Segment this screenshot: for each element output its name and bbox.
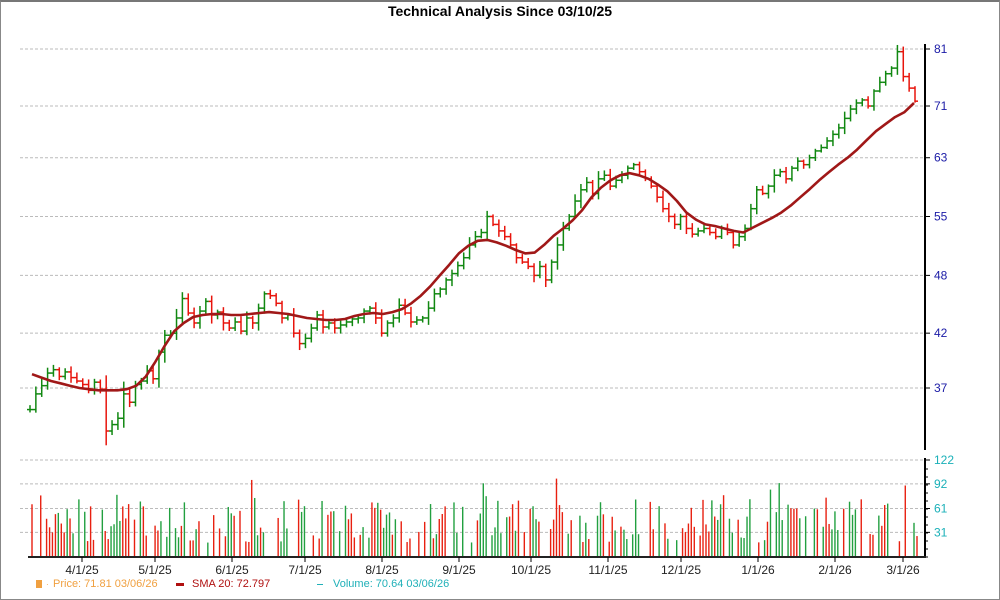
svg-text:2/1/26: 2/1/26 [818, 563, 852, 577]
svg-text:7/1/25: 7/1/25 [288, 563, 322, 577]
axes: 37 42 48 55 63 71 81 31 61 92 122 4/1/25 5/1/25 6/1/2… [28, 42, 954, 577]
price-swatch-icon [36, 580, 42, 588]
svg-text:4/1/25: 4/1/25 [65, 563, 99, 577]
svg-text:48: 48 [934, 268, 948, 282]
legend-price-label: Price: 71.81 03/06/26 [53, 578, 158, 590]
grid-lines [20, 48, 925, 533]
svg-text:55: 55 [934, 209, 948, 223]
svg-text:8/1/25: 8/1/25 [365, 563, 399, 577]
svg-text:12/1/25: 12/1/25 [661, 563, 701, 577]
sma-line [31, 102, 915, 392]
svg-text:10/1/25: 10/1/25 [511, 563, 551, 577]
svg-text:31: 31 [934, 525, 948, 539]
svg-text:3/1/26: 3/1/26 [886, 563, 920, 577]
legend-volume: Volume: 70.64 03/06/26 [317, 578, 449, 590]
svg-text:63: 63 [934, 151, 948, 165]
chart-title: Technical Analysis Since 03/10/25 [387, 3, 613, 19]
svg-text:42: 42 [934, 326, 948, 340]
svg-text:122: 122 [934, 453, 954, 467]
svg-text:92: 92 [934, 477, 948, 491]
svg-text:11/1/25: 11/1/25 [588, 563, 627, 577]
svg-text:61: 61 [934, 502, 948, 516]
svg-text:37: 37 [934, 381, 948, 395]
legend-price: · Price: 71.81 03/06/26 [36, 578, 158, 590]
volume-bars [31, 478, 918, 557]
svg-text:71: 71 [934, 99, 948, 113]
legend-sma: SMA 20: 72.797 [176, 578, 270, 590]
legend-volume-label: Volume: 70.64 03/06/26 [333, 578, 450, 590]
price-swatch-dot-icon: · [46, 579, 49, 589]
svg-text:1/1/26: 1/1/26 [741, 563, 775, 577]
sma-swatch-icon [176, 582, 184, 586]
svg-text:81: 81 [934, 42, 948, 56]
legend-sma-label: SMA 20: 72.797 [192, 578, 271, 590]
price-bars [27, 44, 918, 446]
svg-text:9/1/25: 9/1/25 [442, 563, 476, 577]
svg-text:5/1/25: 5/1/25 [138, 563, 172, 577]
volume-swatch-icon [317, 583, 323, 585]
svg-text:6/1/25: 6/1/25 [215, 563, 249, 577]
